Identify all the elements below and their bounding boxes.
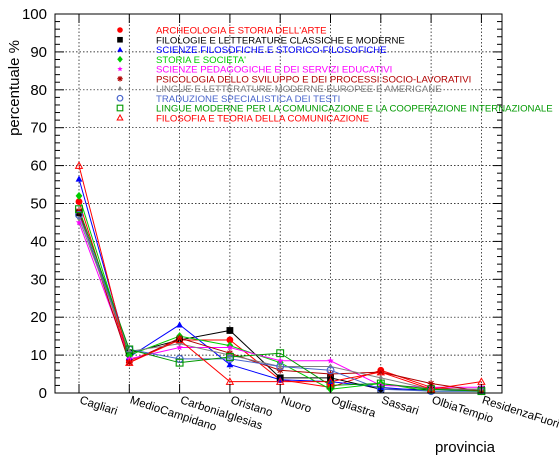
legend-entry-label: SCIENZE FILOSOFICHE E STORICO-FILOSOFICH… xyxy=(156,45,387,56)
y-tick-label: 90 xyxy=(30,44,47,61)
x-tick-label: Nuoro xyxy=(279,394,313,415)
y-tick-label: 100 xyxy=(22,6,47,23)
point-marker xyxy=(276,357,284,364)
legend-entry-label: LINGUE MODERNE PER LA COMUNICAZIONE E LA… xyxy=(156,104,553,115)
point-marker xyxy=(117,27,123,33)
point-marker xyxy=(175,335,184,344)
point-marker xyxy=(125,358,134,366)
point-marker xyxy=(276,362,285,371)
point-marker xyxy=(326,366,335,375)
legend-entry-label: TRADUZIONE SPECIALISTICA DEI TESTI xyxy=(156,94,340,105)
point-marker xyxy=(117,46,123,52)
x-tick-label: Ogliastra xyxy=(330,394,378,420)
point-marker xyxy=(125,345,134,354)
asterisk-stroke xyxy=(126,359,133,366)
point-marker xyxy=(116,113,124,121)
y-axis-title: percentuale % xyxy=(6,40,23,136)
legend-entry-label: PSICOLOGIA DELLO SVILUPPO E DEI PROCESSI… xyxy=(156,74,471,85)
asterisk-stroke xyxy=(378,369,384,375)
y-tick-label: 30 xyxy=(30,271,47,288)
point-marker xyxy=(226,344,234,351)
grid-lines xyxy=(55,14,502,393)
point-marker xyxy=(175,358,184,367)
y-tick-label: 50 xyxy=(30,196,47,213)
point-marker xyxy=(176,321,183,328)
point-marker xyxy=(75,198,83,206)
y-tick-label: 40 xyxy=(30,233,47,250)
point-marker xyxy=(75,205,83,214)
point-marker xyxy=(226,336,234,344)
point-marker xyxy=(176,344,183,351)
legend-entry-label: STORIA E SOCIETA' xyxy=(156,55,246,66)
point-marker xyxy=(117,66,123,72)
legend: ARCHEOLOGIA E STORIA DELL'ARTEFILOLOGIE … xyxy=(116,26,553,124)
point-marker xyxy=(74,210,83,219)
x-axis-title: provincia xyxy=(435,439,496,456)
y-tick-label: 80 xyxy=(30,82,47,99)
point-marker xyxy=(118,85,122,92)
point-marker xyxy=(117,75,123,82)
y-tick-label: 10 xyxy=(30,347,47,364)
asterisk-stroke xyxy=(428,380,434,387)
point-marker xyxy=(226,327,234,334)
y-tick-label: 60 xyxy=(30,158,47,175)
point-marker xyxy=(75,219,83,226)
x-tick-label: Cagliari xyxy=(78,394,119,417)
series-markers xyxy=(74,161,486,396)
x-tick-label: Sassari xyxy=(380,394,420,417)
series-line xyxy=(78,209,482,392)
point-marker xyxy=(276,349,285,358)
point-marker xyxy=(278,363,283,370)
asterisk-stroke xyxy=(117,76,123,82)
y-tick-label: 0 xyxy=(39,385,47,402)
point-marker xyxy=(75,175,83,182)
legend-entry-label: SCIENZE PEDAGOGICHE E DEI SERVIZI EDUCAT… xyxy=(156,65,392,76)
point-marker xyxy=(477,377,486,385)
legend-entry-label: FILOLOGIE E LETTERATURE CLASSICHE E MODE… xyxy=(156,35,405,46)
y-tick-label: 20 xyxy=(30,309,47,326)
legend-entry-label: FILOSOFIA E TEORIA DELLA COMUNICAZIONE xyxy=(156,113,369,124)
y-tick-labels: 0 10 20 30 40 50 60 70 80 90 100 xyxy=(22,6,47,402)
point-marker xyxy=(116,104,124,112)
axis-ticks xyxy=(55,13,502,394)
point-marker xyxy=(226,361,234,368)
point-marker xyxy=(376,367,386,376)
point-marker xyxy=(117,36,123,43)
point-marker xyxy=(75,191,83,200)
point-marker xyxy=(116,94,124,102)
legend-entry-label: LINGUE E LETTERATURE MODERNE EUROPEE E A… xyxy=(156,84,442,95)
point-marker xyxy=(378,374,383,381)
point-marker xyxy=(327,378,334,385)
point-marker xyxy=(225,353,234,361)
point-marker xyxy=(74,161,84,169)
y-tick-label: 70 xyxy=(30,120,47,137)
legend-entry-label: ARCHEOLOGIA E STORIA DELL'ARTE xyxy=(156,26,327,37)
point-marker xyxy=(327,357,334,364)
point-marker xyxy=(117,55,123,63)
